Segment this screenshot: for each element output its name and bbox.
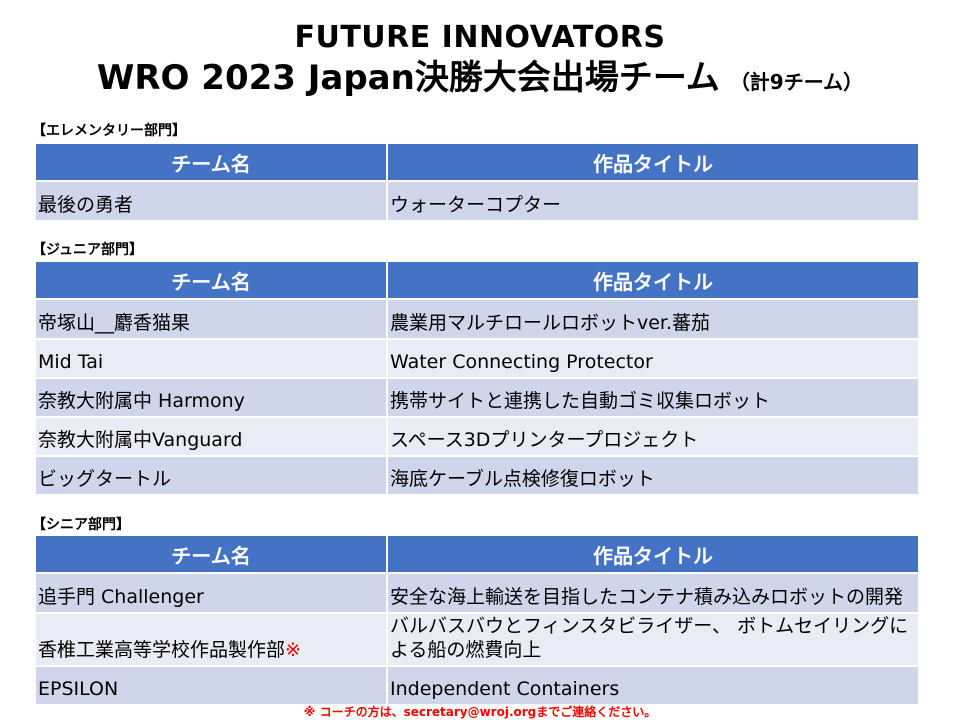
table-header-row: チーム名 作品タイトル <box>34 260 920 300</box>
title-line-2: WRO 2023 Japan決勝大会出場チーム （計9チーム） <box>0 56 960 104</box>
table-row: ビッグタートル 海底ケーブル点検修復ロボット <box>34 455 920 496</box>
work-title: 海底ケーブル点検修復ロボット <box>386 455 920 496</box>
team-name: 追手門 Challenger <box>34 572 388 614</box>
column-header-team: チーム名 <box>34 534 388 574</box>
team-name-text: 香椎工業高等学校作品製作部 <box>38 639 286 661</box>
team-name: 帝塚山__麝香猫果 <box>34 298 388 340</box>
team-name: EPSILON <box>34 665 388 706</box>
title-line-1: FUTURE INNOVATORS <box>294 20 666 55</box>
team-name: 奈教大附属中Vanguard <box>34 416 388 457</box>
team-name: Mid Tai <box>34 338 388 379</box>
table-row: 香椎工業高等学校作品製作部※ バルバスバウとフィンスタビライザー、 ボトムセイリ… <box>34 612 920 667</box>
column-header-team: チーム名 <box>34 142 388 182</box>
work-title: Independent Containers <box>386 665 920 706</box>
table-header-row: チーム名 作品タイトル <box>34 534 920 574</box>
team-name: 香椎工業高等学校作品製作部※ <box>34 612 388 667</box>
column-header-team: チーム名 <box>34 260 388 300</box>
table-row: 帝塚山__麝香猫果 農業用マルチロールロボットver.蕃茄 <box>34 298 920 340</box>
team-name: 奈教大附属中 Harmony <box>34 377 388 418</box>
junior-table: チーム名 作品タイトル 帝塚山__麝香猫果 農業用マルチロールロボットver.蕃… <box>34 260 920 496</box>
column-header-title: 作品タイトル <box>386 142 920 182</box>
title-team-count: （計9チーム） <box>729 70 864 94</box>
work-title: Water Connecting Protector <box>386 338 920 379</box>
table-row: 最後の勇者 ウォーターコプター <box>34 180 920 222</box>
table-row: Mid Tai Water Connecting Protector <box>34 338 920 379</box>
work-title: 農業用マルチロールロボットver.蕃茄 <box>386 298 920 340</box>
column-header-title: 作品タイトル <box>386 534 920 574</box>
table-header-row: チーム名 作品タイトル <box>34 142 920 182</box>
work-title: スペース3Dプリンタープロジェクト <box>386 416 920 457</box>
section-label-junior: 【ジュニア部門】 <box>32 242 144 258</box>
section-label-senior: 【シニア部門】 <box>32 517 130 533</box>
work-title: バルバスバウとフィンスタビライザー、 ボトムセイリングによる船の燃費向上 <box>386 612 920 667</box>
table-row: EPSILON Independent Containers <box>34 665 920 706</box>
elementary-table: チーム名 作品タイトル 最後の勇者 ウォーターコプター <box>34 142 920 222</box>
table-row: 奈教大附属中Vanguard スペース3Dプリンタープロジェクト <box>34 416 920 457</box>
section-label-elementary: 【エレメンタリー部門】 <box>32 123 186 139</box>
senior-table: チーム名 作品タイトル 追手門 Challenger 安全な海上輸送を目指したコ… <box>34 534 920 706</box>
work-title: ウォーターコプター <box>386 180 920 222</box>
column-header-title: 作品タイトル <box>386 260 920 300</box>
title-main: WRO 2023 Japan決勝大会出場チーム <box>96 58 720 98</box>
work-title: 安全な海上輸送を目指したコンテナ積み込みロボットの開発 <box>386 572 920 614</box>
work-title: 携帯サイトと連携した自動ゴミ収集ロボット <box>386 377 920 418</box>
team-name: 最後の勇者 <box>34 180 388 222</box>
coach-note-mark: ※ <box>285 639 301 661</box>
team-name: ビッグタートル <box>34 455 388 496</box>
table-row: 追手門 Challenger 安全な海上輸送を目指したコンテナ積み込みロボットの… <box>34 572 920 614</box>
table-row: 奈教大附属中 Harmony 携帯サイトと連携した自動ゴミ収集ロボット <box>34 377 920 418</box>
coach-contact-note: ※ コーチの方は、secretary@wroj.orgまでご連絡ください。 <box>303 705 657 719</box>
